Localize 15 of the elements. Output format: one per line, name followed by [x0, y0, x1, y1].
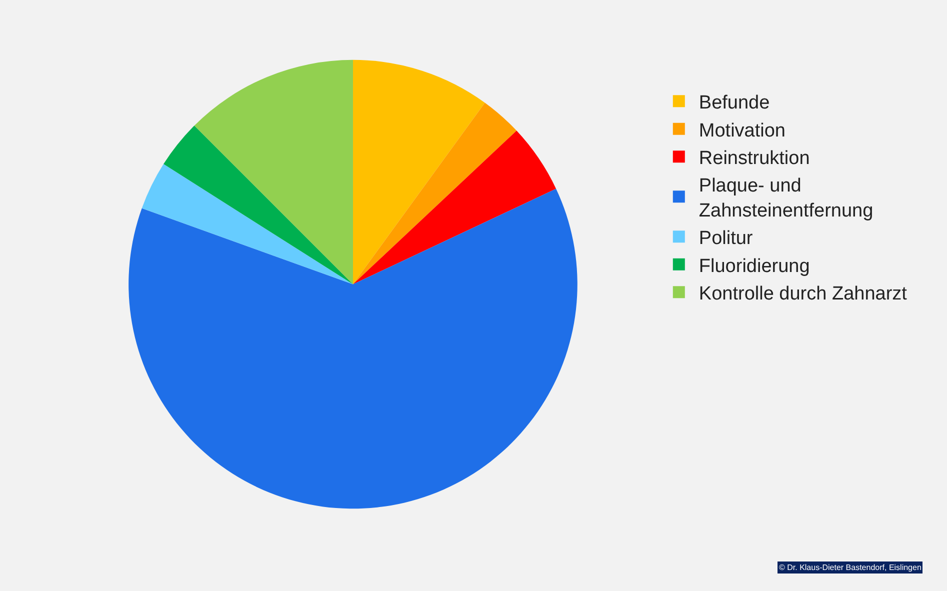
pie-slice: [194, 60, 353, 284]
pie-slice: [352, 102, 517, 284]
legend-label: Fluoridierung: [698, 256, 810, 277]
pie-slice: [142, 164, 353, 284]
legend-label: Motivation: [698, 120, 786, 142]
legend-label: Befunde: [698, 92, 770, 114]
legend-label: Plaque- und Zahnsteinentfernung: [698, 176, 874, 222]
pie-slice: [352, 60, 485, 284]
legend-label: Kontrolle durch Zahnarzt: [698, 283, 908, 304]
text: © Dr. Klaus-Dieter Bastendorf, Eislingen: [779, 563, 922, 572]
legend-label: Politur: [698, 228, 754, 250]
legend-label: Reinstruktion: [698, 148, 810, 169]
pie-slice: [128, 188, 577, 509]
pie-slice: [352, 130, 556, 284]
pie-slice: [164, 126, 353, 284]
